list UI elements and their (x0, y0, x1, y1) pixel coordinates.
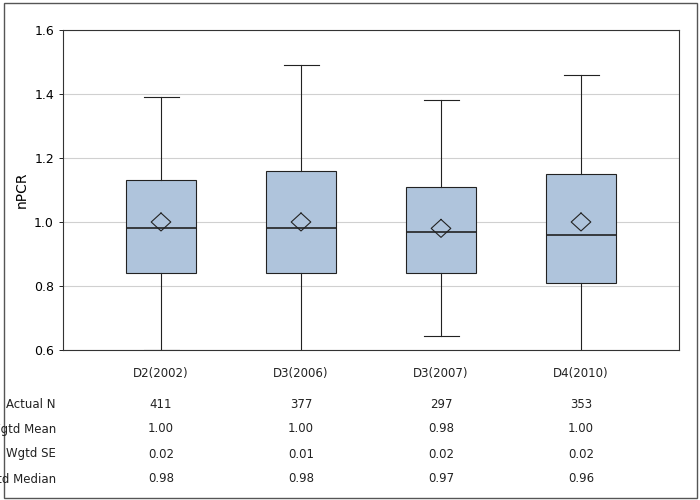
Text: 0.98: 0.98 (428, 422, 454, 436)
Text: Wgtd SE: Wgtd SE (6, 448, 56, 460)
Text: 0.01: 0.01 (288, 448, 314, 460)
PathPatch shape (266, 171, 336, 273)
Y-axis label: nPCR: nPCR (15, 172, 29, 208)
PathPatch shape (126, 180, 196, 273)
PathPatch shape (546, 174, 616, 283)
PathPatch shape (406, 187, 476, 273)
Text: 0.02: 0.02 (568, 448, 594, 460)
Text: Wgtd Mean: Wgtd Mean (0, 422, 56, 436)
Text: Actual N: Actual N (6, 398, 56, 410)
Text: 411: 411 (150, 398, 172, 410)
Text: D3(2007): D3(2007) (413, 368, 469, 380)
Text: 353: 353 (570, 398, 592, 410)
Text: 297: 297 (430, 398, 452, 410)
Text: 0.98: 0.98 (288, 472, 314, 486)
Text: 377: 377 (290, 398, 312, 410)
Text: 1.00: 1.00 (148, 422, 174, 436)
Text: 1.00: 1.00 (568, 422, 594, 436)
Text: 0.97: 0.97 (428, 472, 454, 486)
Text: 0.96: 0.96 (568, 472, 594, 486)
Text: 0.02: 0.02 (428, 448, 454, 460)
Text: 1.00: 1.00 (288, 422, 314, 436)
Text: Wgtd Median: Wgtd Median (0, 472, 56, 486)
Text: 0.98: 0.98 (148, 472, 174, 486)
Text: D3(2006): D3(2006) (273, 368, 329, 380)
Text: D2(2002): D2(2002) (133, 368, 189, 380)
Text: D4(2010): D4(2010) (553, 368, 609, 380)
Text: 0.02: 0.02 (148, 448, 174, 460)
